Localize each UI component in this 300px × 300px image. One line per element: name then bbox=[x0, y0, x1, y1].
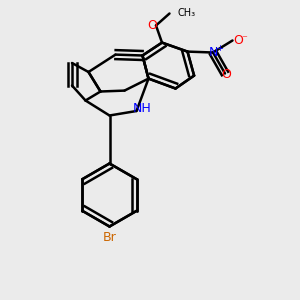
Text: O: O bbox=[148, 19, 157, 32]
Text: ⁻: ⁻ bbox=[241, 34, 247, 44]
Text: O: O bbox=[222, 68, 231, 82]
Text: +: + bbox=[217, 44, 223, 53]
Text: O: O bbox=[233, 34, 243, 47]
Text: CH₃: CH₃ bbox=[177, 8, 195, 19]
Text: Br: Br bbox=[103, 231, 116, 244]
Text: NH: NH bbox=[133, 101, 151, 115]
Text: N: N bbox=[209, 46, 219, 59]
